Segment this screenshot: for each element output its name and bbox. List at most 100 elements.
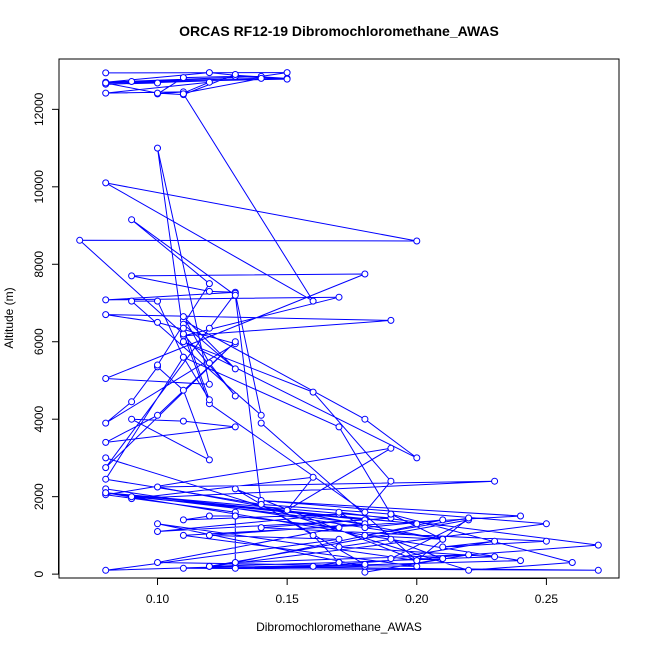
- data-point: [361, 560, 369, 568]
- data-point: [179, 386, 187, 394]
- data-point: [102, 375, 110, 382]
- data-point: [361, 270, 369, 278]
- data-point: [102, 79, 110, 87]
- data-point: [439, 516, 447, 524]
- data-point: [361, 415, 369, 423]
- data-point: [231, 71, 239, 78]
- data-point: [257, 411, 265, 419]
- data-point: [387, 555, 395, 563]
- data-point: [154, 559, 161, 566]
- data-point: [542, 520, 550, 528]
- data-point: [205, 324, 213, 332]
- data-point: [154, 144, 161, 152]
- data-point: [283, 69, 291, 77]
- data-point: [491, 477, 499, 485]
- y-tick-label: 6000: [32, 328, 46, 355]
- data-point: [413, 454, 421, 462]
- data-point: [179, 531, 187, 539]
- data-point: [102, 566, 110, 574]
- data-point: [179, 313, 187, 321]
- data-point: [205, 69, 213, 77]
- data-point: [102, 489, 110, 497]
- data-point: [387, 510, 395, 518]
- y-tick-label: 0: [32, 570, 46, 577]
- data-point: [179, 516, 187, 524]
- data-point: [102, 89, 110, 97]
- data-point: [154, 318, 161, 326]
- data-point: [205, 531, 213, 539]
- data-point: [102, 438, 110, 446]
- y-tick-label: 4000: [32, 406, 46, 433]
- data-point: [205, 512, 213, 520]
- data-point: [179, 564, 187, 572]
- data-point: [309, 562, 317, 570]
- data-point: [231, 564, 239, 572]
- y-tick-label: 8000: [32, 251, 46, 278]
- data-point: [179, 338, 187, 346]
- data-point: [517, 557, 524, 565]
- data-point: [413, 562, 421, 570]
- x-tick-label: 0.15: [275, 592, 299, 606]
- data-point: [439, 535, 447, 543]
- data-point: [335, 293, 343, 301]
- data-point: [154, 520, 161, 528]
- data-point: [102, 454, 110, 462]
- data-point: [154, 297, 161, 305]
- y-axis: 0 2000 4000 6000 8000 10000 12000: [32, 92, 59, 577]
- data-point: [231, 365, 239, 373]
- data-point: [335, 508, 343, 516]
- data-point: [128, 272, 136, 280]
- series-line-2: [78, 93, 417, 506]
- data-point: [128, 297, 136, 305]
- data-point: [335, 535, 343, 543]
- data-point: [205, 287, 213, 295]
- data-point: [205, 78, 213, 86]
- data-point: [283, 506, 291, 514]
- data-point: [257, 524, 265, 532]
- x-tick-label: 0.25: [535, 592, 559, 606]
- data-point: [154, 79, 161, 87]
- data-point: [361, 531, 369, 539]
- data-point: [439, 555, 447, 563]
- y-tick-label: 12000: [32, 92, 46, 126]
- data-point: [102, 419, 110, 427]
- data-point: [413, 237, 421, 245]
- data-point: [102, 69, 110, 77]
- data-point: [517, 512, 524, 520]
- data-point: [154, 89, 161, 97]
- data-point: [205, 562, 213, 570]
- data-point: [128, 493, 136, 501]
- data-point: [387, 444, 395, 452]
- data-point: [154, 483, 161, 491]
- data-point: [283, 75, 291, 83]
- chart-title: ORCAS RF12-19 Dibromochloromethane_AWAS: [179, 23, 499, 39]
- data-point: [491, 537, 499, 545]
- data-point: [465, 551, 473, 559]
- data-point: [413, 520, 421, 528]
- data-point: [205, 380, 213, 388]
- data-point: [231, 485, 239, 493]
- data-point: [594, 541, 602, 549]
- data-point: [361, 568, 369, 576]
- data-point: [465, 514, 473, 522]
- data-point: [179, 90, 187, 98]
- data-point: [257, 500, 265, 508]
- data-point: [309, 473, 317, 481]
- data-point: [128, 216, 136, 224]
- data-point: [335, 543, 343, 551]
- data-point: [335, 423, 343, 431]
- data-point: [257, 419, 265, 427]
- x-tick-label: 0.10: [146, 592, 170, 606]
- y-tick-label: 10000: [32, 170, 46, 204]
- data-point: [231, 559, 239, 566]
- data-point: [231, 512, 239, 520]
- data-point: [361, 524, 369, 532]
- data-point: [128, 78, 136, 85]
- data-point: [335, 524, 343, 532]
- data-point: [568, 559, 576, 566]
- data-point: [231, 423, 239, 431]
- data-point: [231, 338, 239, 346]
- data-point: [154, 411, 161, 419]
- data-point: [102, 179, 110, 187]
- data-point: [231, 392, 239, 400]
